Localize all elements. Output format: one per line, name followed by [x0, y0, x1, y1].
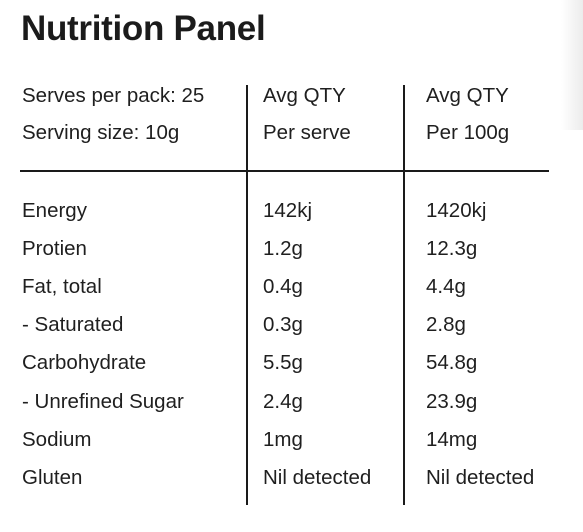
- nutrient-name: Gluten: [22, 466, 83, 489]
- column-divider-left: [246, 85, 248, 505]
- per-serve-header-line2: Per serve: [263, 121, 351, 144]
- per-100g-value: Nil detected: [426, 466, 535, 489]
- nutrient-name: - Unrefined Sugar: [22, 390, 184, 413]
- column-divider-right: [403, 85, 405, 505]
- per-serve-value: 0.4g: [263, 275, 303, 298]
- per-serve-value: Nil detected: [263, 466, 372, 489]
- nutrient-name: - Saturated: [22, 313, 124, 336]
- serves-per-pack: Serves per pack: 25: [22, 84, 205, 107]
- header-divider: [20, 170, 549, 172]
- per-100g-value: 54.8g: [426, 351, 478, 374]
- per-100g-value: 23.9g: [426, 390, 478, 413]
- per-serve-value: 5.5g: [263, 351, 303, 374]
- per-100g-header-line1: Avg QTY: [426, 84, 509, 107]
- per-100g-value: 4.4g: [426, 275, 466, 298]
- serving-size: Serving size: 10g: [22, 121, 180, 144]
- per-serve-value: 1mg: [263, 428, 303, 451]
- per-100g-value: 14mg: [426, 428, 478, 451]
- nutrient-name: Sodium: [22, 428, 92, 451]
- nutrient-name: Energy: [22, 199, 87, 222]
- per-serve-header-line1: Avg QTY: [263, 84, 346, 107]
- per-100g-value: 1420kj: [426, 199, 487, 222]
- per-100g-header-line2: Per 100g: [426, 121, 510, 144]
- nutrient-name: Protien: [22, 237, 87, 260]
- nutrient-name: Fat, total: [22, 275, 102, 298]
- edge-shadow: [561, 0, 583, 130]
- per-serve-value: 2.4g: [263, 390, 303, 413]
- per-100g-value: 2.8g: [426, 313, 466, 336]
- per-serve-value: 0.3g: [263, 313, 303, 336]
- per-100g-value: 12.3g: [426, 237, 478, 260]
- panel-title: Nutrition Panel: [21, 9, 266, 48]
- per-serve-value: 142kj: [263, 199, 313, 222]
- nutrient-name: Carbohydrate: [22, 351, 147, 374]
- per-serve-value: 1.2g: [263, 237, 303, 260]
